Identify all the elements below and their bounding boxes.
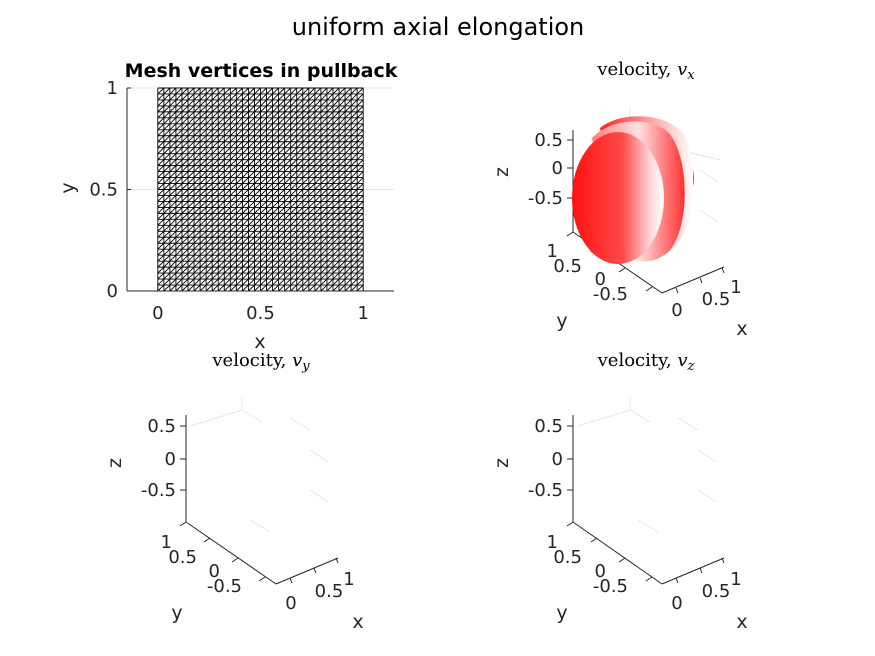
velocity-vy-z-tick-label: -0.5: [141, 480, 176, 501]
velocity-vy-z-axis-label: z: [104, 458, 126, 468]
velocity-vy-x-tick-label: 0.5: [315, 581, 344, 602]
velocity-vz-y-tick-label: 0: [595, 561, 606, 582]
velocity-vy-x-axis-label: x: [352, 611, 363, 633]
velocity-vz-axes: [566, 415, 725, 585]
velocity-vy-axes: [179, 415, 339, 585]
velocity-vy-panel: velocity, vy 0.5 0 -0.5: [104, 350, 364, 633]
velocity-vx-z-tick-label: -0.5: [528, 188, 563, 209]
mesh-y-tick-label: 0.5: [89, 180, 118, 201]
mesh-x-tick-label: 0.5: [246, 303, 275, 324]
velocity-vy-title: velocity, vy: [211, 350, 310, 374]
velocity-vy-y-tick-label: 0: [209, 561, 220, 582]
velocity-vz-y-tick-label: -0.5: [593, 576, 628, 597]
velocity-vz-y-axis-label: y: [556, 602, 567, 624]
velocity-vz-z-tick-label: -0.5: [528, 480, 563, 501]
mesh-x-tick-label: 1: [357, 303, 368, 324]
velocity-vy-y-tick-label: 1: [161, 532, 172, 553]
velocity-vx-x-axis-label: x: [736, 318, 747, 340]
velocity-vz-x-tick-label: 1: [730, 569, 741, 590]
velocity-vx-surface: [572, 116, 694, 264]
figure-suptitle: uniform axial elongation: [292, 13, 585, 41]
velocity-vx-y-tick-label: 0: [595, 269, 606, 290]
mesh-panel-title: Mesh vertices in pullback: [125, 60, 398, 82]
velocity-vz-x-tick-label: 0: [671, 593, 682, 614]
velocity-vx-x-tick-label: 0.5: [702, 289, 731, 310]
velocity-vz-grid: [577, 398, 717, 533]
velocity-vx-z-tick-label: 0.5: [534, 130, 563, 151]
mesh-y-tick-label: 1: [107, 78, 118, 99]
velocity-vx-z-tick-label: 0: [552, 158, 563, 179]
velocity-vz-z-tick-label: 0.5: [534, 416, 563, 437]
velocity-vz-x-axis-label: x: [736, 611, 747, 633]
velocity-vz-z-axis-label: z: [491, 458, 513, 468]
velocity-vy-y-axis-label: y: [171, 602, 182, 624]
velocity-vx-y-axis-label: y: [556, 310, 567, 332]
velocity-vy-y-tick-label: 0.5: [168, 547, 197, 568]
velocity-vx-x-tick-label: 0: [671, 300, 682, 321]
velocity-vz-z-tick-label: 0: [552, 449, 563, 470]
velocity-vy-y-tick-label: -0.5: [207, 576, 242, 597]
mesh-x-tick-label: 0: [152, 303, 163, 324]
mesh-y-axis-label: y: [57, 182, 79, 193]
velocity-vy-x-tick-label: 1: [343, 569, 354, 590]
mesh-axes: [126, 87, 394, 292]
velocity-vz-title: velocity, vz: [597, 350, 695, 374]
velocity-vz-y-tick-label: 0.5: [553, 547, 582, 568]
velocity-vx-z-axis-label: z: [491, 167, 513, 177]
velocity-vx-x-tick-label: 1: [730, 277, 741, 298]
velocity-vx-front-disk: [572, 132, 664, 264]
mesh-triangulation: [157, 87, 364, 292]
velocity-vx-y-tick-label: 1: [547, 241, 558, 262]
velocity-vy-z-tick-label: 0: [165, 449, 176, 470]
velocity-vy-grid: [189, 398, 329, 533]
velocity-vz-x-tick-label: 0.5: [702, 581, 731, 602]
velocity-vx-y-tick-label: -0.5: [593, 284, 628, 305]
velocity-vx-title: velocity, vx: [596, 59, 695, 83]
velocity-vz-y-tick-label: 1: [547, 532, 558, 553]
velocity-vx-y-tick-label: 0.5: [553, 256, 582, 277]
velocity-vy-z-tick-label: 0.5: [147, 416, 176, 437]
velocity-vx-panel: velocity, vx: [491, 59, 748, 340]
mesh-edges: [157, 87, 364, 292]
mesh-panel: Mesh vertices in pullback 0 0.5 1 0 0.5 …: [57, 60, 398, 353]
mesh-y-tick-label: 0: [107, 281, 118, 302]
mesh-x-axis-label: x: [254, 331, 265, 353]
velocity-vz-panel: velocity, vz 0.5 0 -0.5: [491, 350, 748, 633]
velocity-vy-x-tick-label: 0: [285, 593, 296, 614]
